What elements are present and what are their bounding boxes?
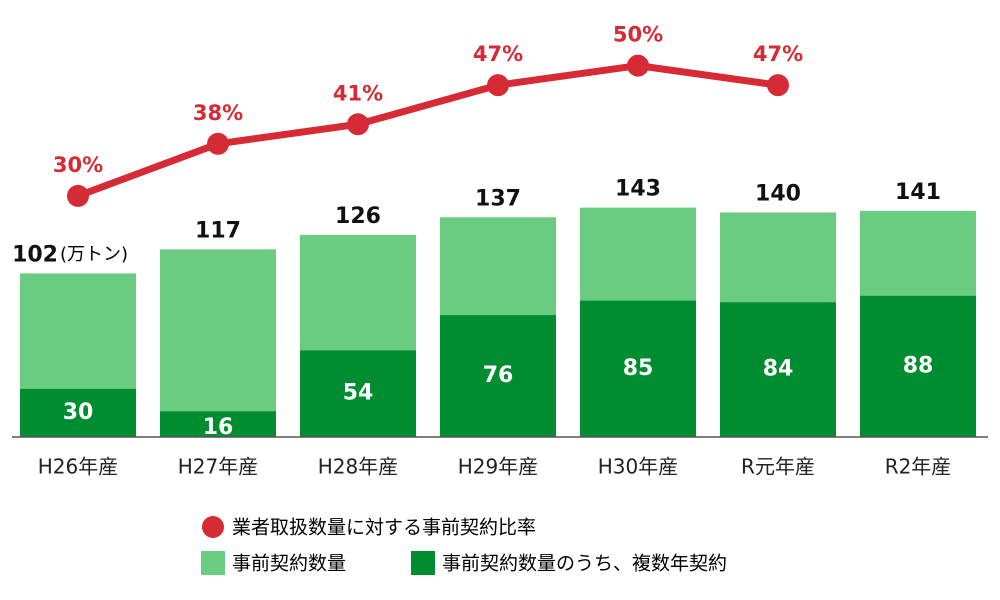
data-label: 54 <box>343 381 374 406</box>
data-label: 143 <box>615 177 661 202</box>
line <box>76 62 779 200</box>
bar <box>720 302 836 437</box>
bar <box>160 411 276 437</box>
x-tick-label: R2年産 <box>885 455 952 479</box>
x-tick-label: H29年産 <box>458 455 539 479</box>
point <box>347 113 369 136</box>
data-label: 126 <box>335 204 381 229</box>
data-label: 76 <box>483 363 514 388</box>
x-tick-label: H27年産 <box>178 455 259 479</box>
legend-label: 事前契約数量のうち、複数年契約 <box>442 553 727 575</box>
bar <box>860 295 976 437</box>
x-tick-label: H30年産 <box>598 455 679 479</box>
data-label: 88 <box>903 353 934 378</box>
data-label: 30 <box>63 400 94 425</box>
legend-swatch <box>411 551 435 575</box>
point <box>207 132 229 155</box>
data-label: 16 <box>203 415 234 440</box>
bar <box>300 350 416 437</box>
data-label: 30% <box>53 153 103 177</box>
data-label: 141 <box>895 180 941 205</box>
data-label: 41% <box>333 81 383 105</box>
point <box>627 54 649 77</box>
unit-label: (万トン) <box>60 244 128 265</box>
data-label: 38% <box>193 101 243 125</box>
x-tick-label: H28年産 <box>318 455 399 479</box>
data-label: 84 <box>763 357 794 382</box>
data-label: 137 <box>475 186 521 211</box>
point <box>487 74 509 97</box>
x-tick-label: R元年産 <box>741 455 815 479</box>
data-label: 102 <box>12 242 58 267</box>
legend-swatch <box>202 516 224 538</box>
bar <box>580 300 696 437</box>
data-label: 140 <box>755 181 801 206</box>
bar <box>20 388 136 437</box>
x-tick-label: H26年産 <box>38 455 119 479</box>
data-label: 47% <box>753 42 803 66</box>
data-label: 50% <box>613 23 663 47</box>
data-label: 85 <box>623 356 654 381</box>
data-label: 47% <box>473 42 523 66</box>
bar <box>160 249 276 437</box>
data-label: 117 <box>195 218 241 243</box>
legend-label: 業者取扱数量に対する事前契約比率 <box>232 517 536 539</box>
legend-swatch <box>201 551 225 575</box>
point <box>767 74 789 97</box>
point <box>67 184 89 207</box>
legend-label: 事前契約数量 <box>232 553 346 575</box>
bar <box>440 315 556 437</box>
